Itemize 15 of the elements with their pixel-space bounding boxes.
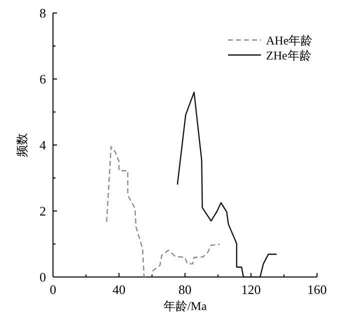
y-tick-label: 0 — [40, 270, 46, 284]
x-tick-label: 0 — [50, 282, 56, 297]
legend-label: ZHe年龄 — [266, 48, 312, 62]
x-tick-label: 160 — [307, 282, 327, 297]
x-tick-label: 120 — [241, 282, 261, 297]
y-axis-title: 频数 — [15, 133, 29, 157]
y-tick-label: 6 — [40, 72, 46, 86]
x-tick-label: 40 — [112, 282, 126, 297]
y-tick-label: 8 — [40, 6, 46, 20]
line-series — [176, 92, 278, 278]
legend-label: AHe年龄 — [266, 34, 313, 48]
y-tick-label: 2 — [40, 204, 46, 218]
y-tick-label: 4 — [40, 138, 46, 152]
x-tick-label: 80 — [178, 282, 192, 297]
x-axis-title: 年龄/Ma — [163, 299, 208, 313]
